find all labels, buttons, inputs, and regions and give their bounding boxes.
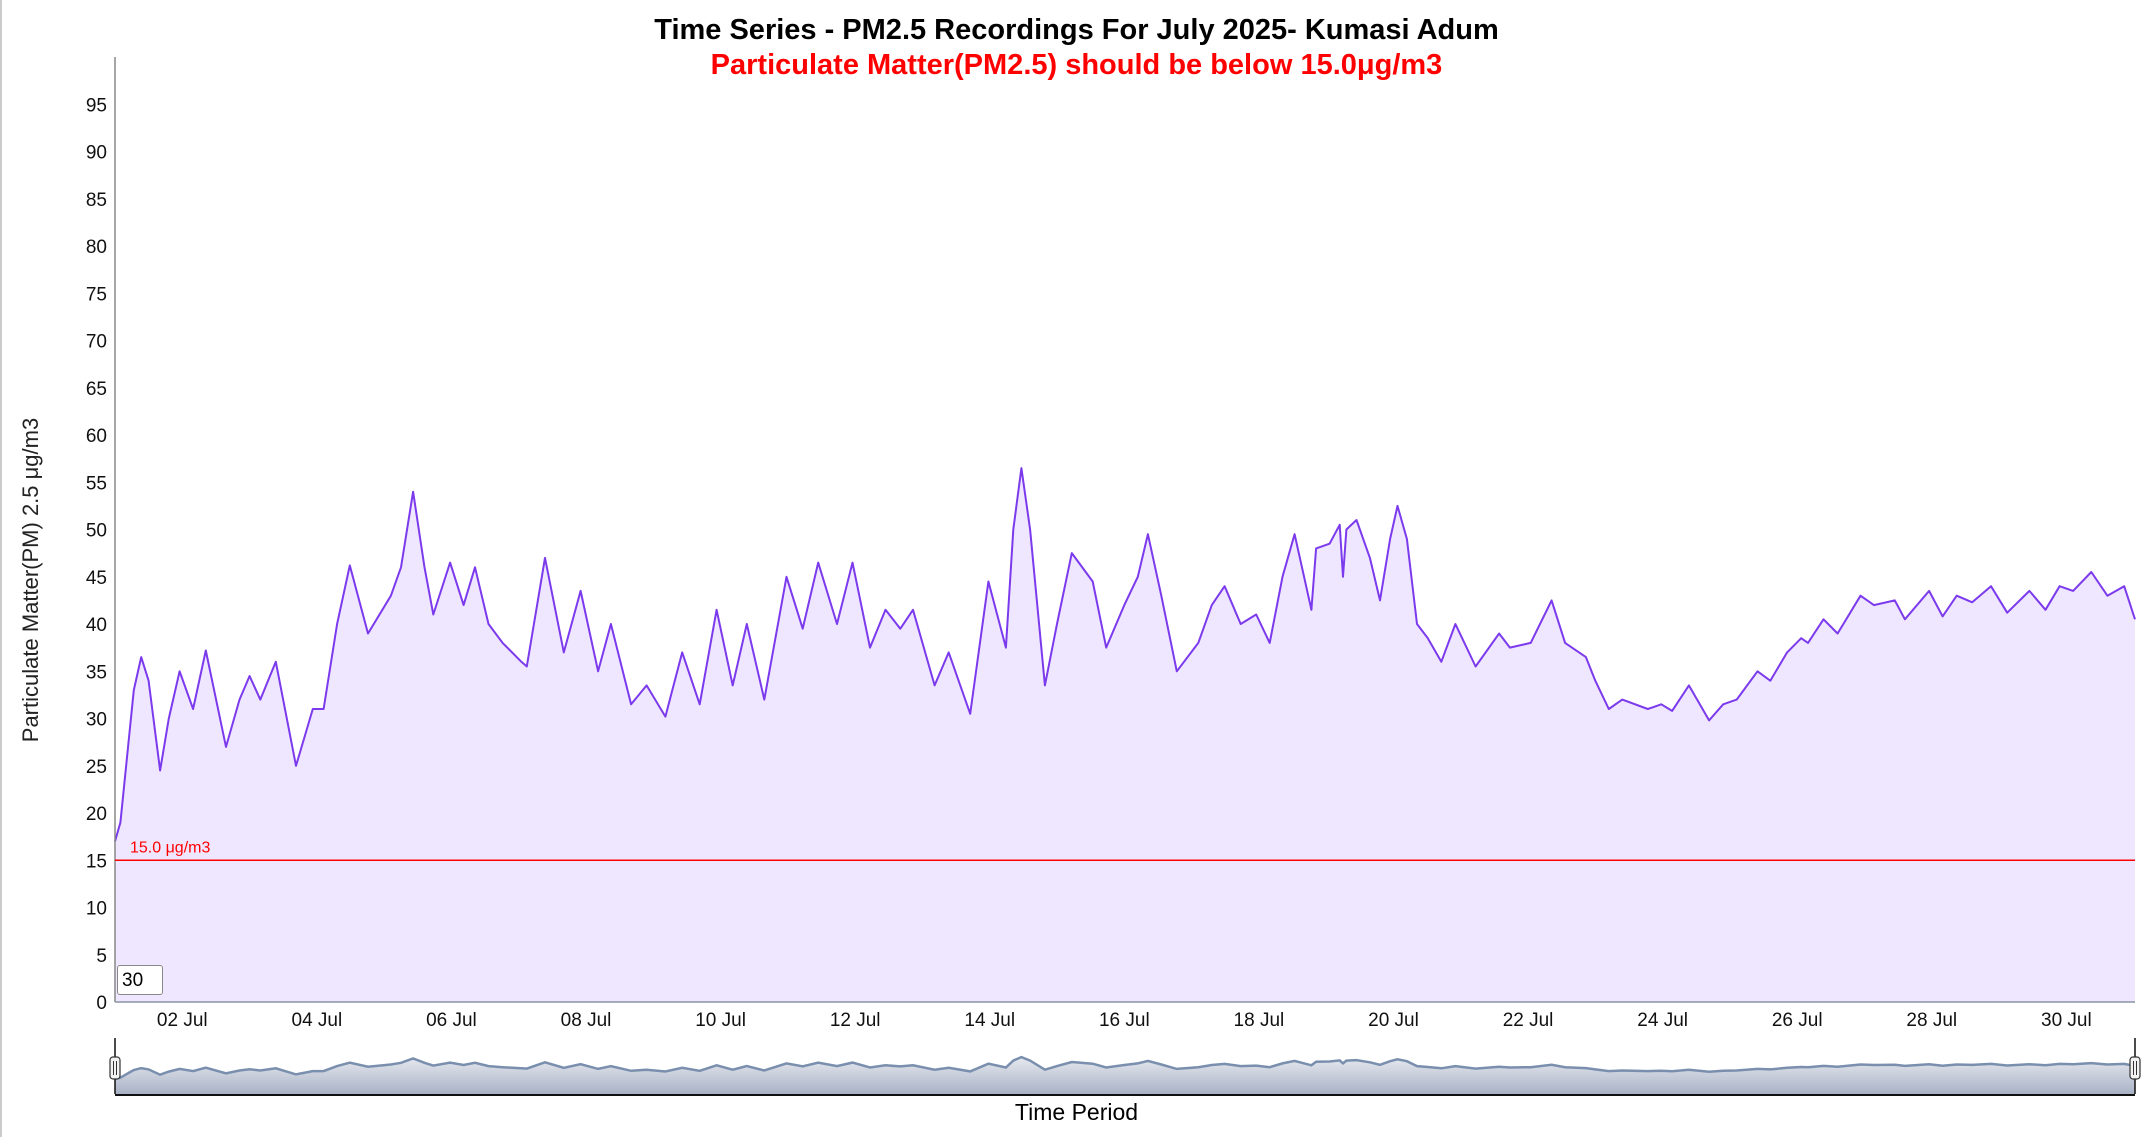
x-tick-label: 06 Jul	[426, 1010, 477, 1031]
navigator-right-handle[interactable]	[2129, 1056, 2141, 1080]
y-tick-label: 40	[86, 615, 107, 636]
x-tick-label: 24 Jul	[1637, 1010, 1688, 1031]
y-tick-label: 30	[86, 710, 107, 731]
threshold-label: 15.0 μg/m3	[130, 839, 210, 856]
y-tick-label: 90	[86, 143, 107, 164]
navigator-area	[115, 1057, 2135, 1094]
x-tick-label: 12 Jul	[830, 1010, 881, 1031]
y-tick-label: 70	[86, 332, 107, 353]
x-tick-label: 08 Jul	[561, 1010, 612, 1031]
y-tick-label: 25	[86, 757, 107, 778]
y-tick-label: 75	[86, 284, 107, 305]
series-line	[114, 467, 2136, 842]
y-tick-label: 35	[86, 662, 107, 683]
y-tick-label: 65	[86, 379, 107, 400]
y-tick-label: 20	[86, 804, 107, 825]
x-tick-label: 26 Jul	[1772, 1010, 1823, 1031]
y-tick-label: 80	[86, 237, 107, 258]
x-tick-label: 30 Jul	[2041, 1010, 2092, 1031]
y-tick-label: 15	[86, 851, 107, 872]
y-tick-label: 5	[96, 946, 107, 967]
left-border	[0, 0, 2, 1137]
y-tick-label: 50	[86, 521, 107, 542]
handle-grip-icon	[109, 1056, 121, 1080]
y-tick-label: 55	[86, 473, 107, 494]
x-axis-label: Time Period	[1014, 1099, 1139, 1125]
x-tick-label: 28 Jul	[1906, 1010, 1957, 1031]
range-input[interactable]: 30	[117, 965, 163, 995]
navigator-line	[114, 1055, 2136, 1081]
handle-grip-icon	[2129, 1056, 2141, 1080]
x-tick-label: 22 Jul	[1503, 1010, 1554, 1031]
x-tick-label: 16 Jul	[1099, 1010, 1150, 1031]
chart-title: Time Series - PM2.5 Recordings For July …	[654, 14, 1499, 46]
series-area	[115, 468, 2135, 1003]
navigator[interactable]	[109, 1038, 2141, 1096]
navigator-left-handle[interactable]	[109, 1056, 121, 1080]
y-tick-label: 45	[86, 568, 107, 589]
y-tick-label: 10	[86, 899, 107, 920]
x-tick-label: 10 Jul	[695, 1010, 746, 1031]
y-tick-label: 85	[86, 190, 107, 211]
chart-subtitle: Particulate Matter(PM2.5) should be belo…	[710, 49, 1443, 81]
x-tick-label: 04 Jul	[292, 1010, 343, 1031]
plot-area[interactable]: 0 5 10 15 20 25 30 35 40 45 50 55 60 65 70 75 80 85 90 95 02…	[86, 57, 2136, 1031]
y-tick-label: 95	[86, 95, 107, 116]
x-tick-label: 14 Jul	[964, 1010, 1015, 1031]
x-tick-label: 20 Jul	[1368, 1010, 1419, 1031]
y-tick-label: 0	[96, 993, 107, 1014]
y-tick-label: 60	[86, 426, 107, 447]
x-tick-label: 18 Jul	[1234, 1010, 1285, 1031]
x-tick-label: 02 Jul	[157, 1010, 208, 1031]
